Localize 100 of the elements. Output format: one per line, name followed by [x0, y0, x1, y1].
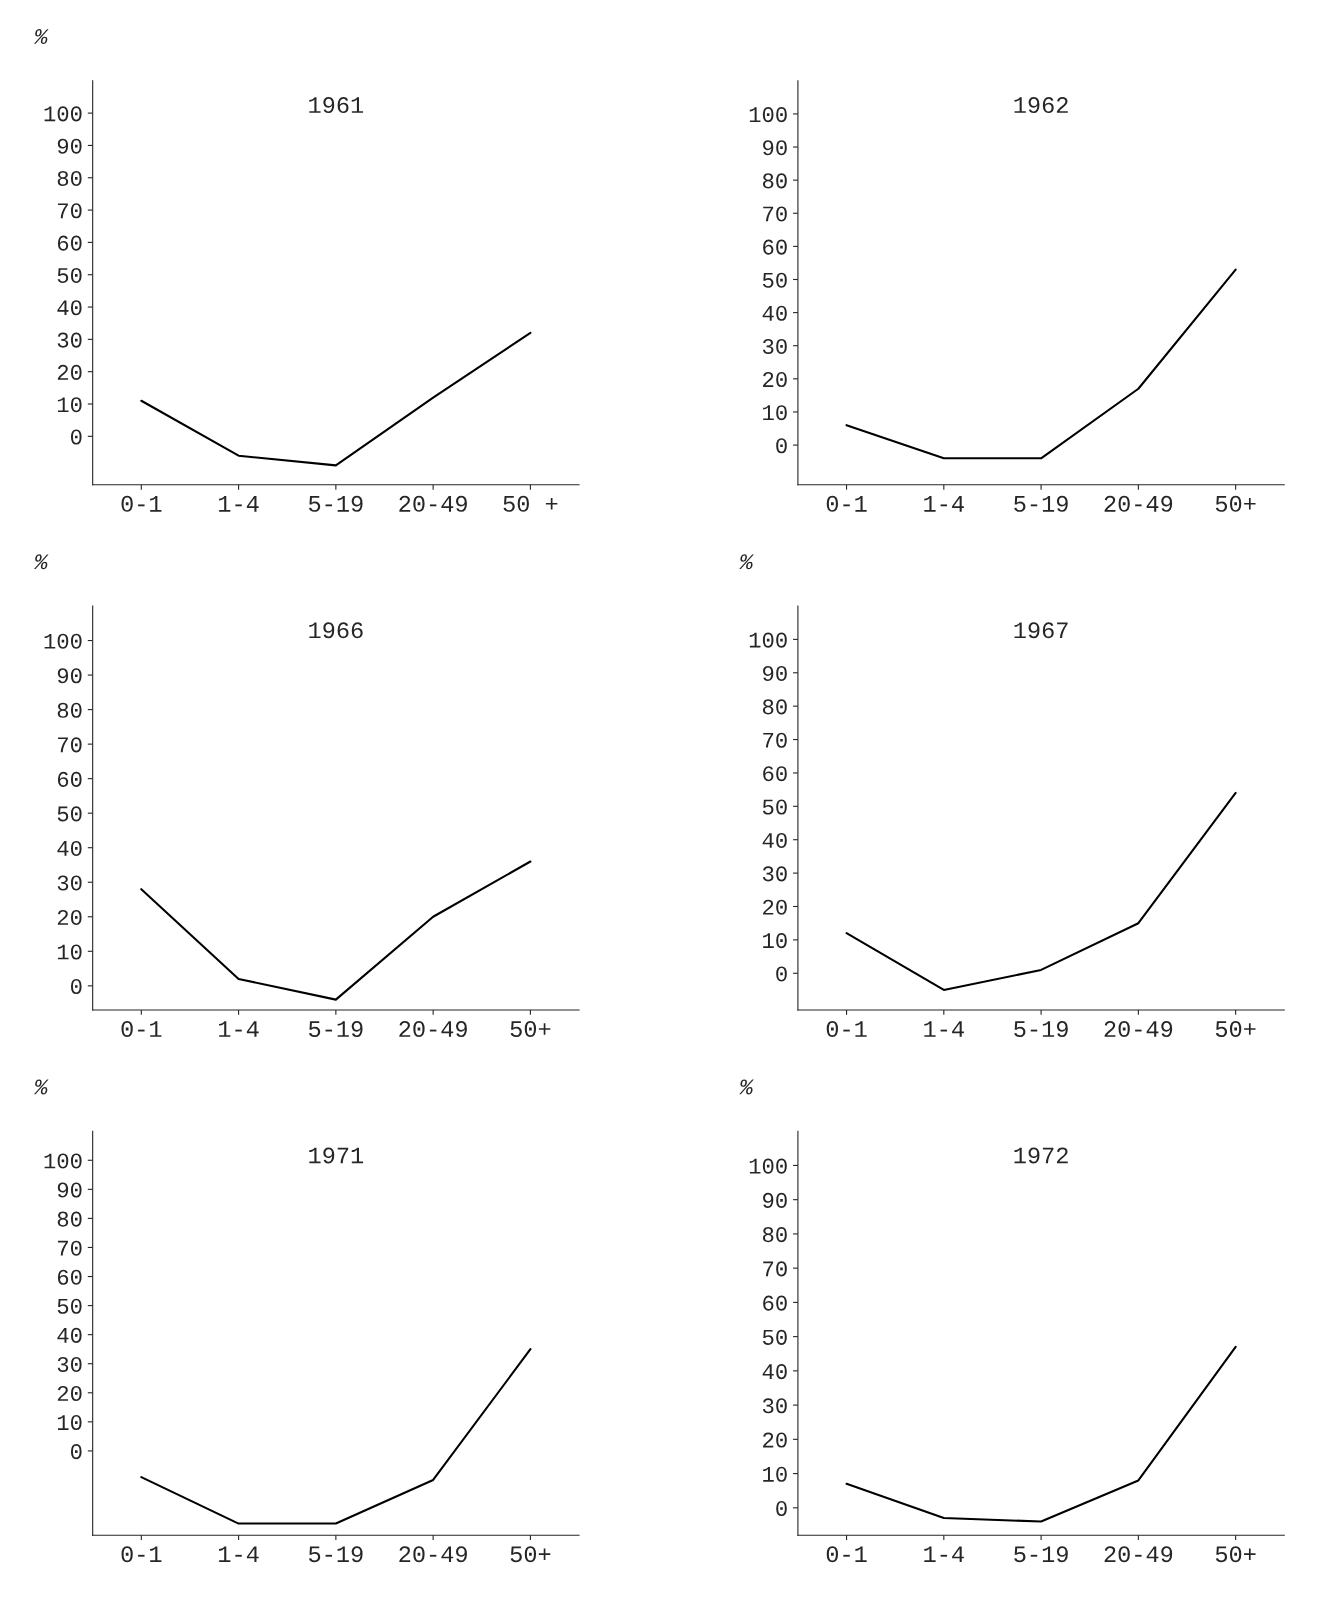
y-tick-label: 40 [57, 300, 82, 316]
y-tick-label: 90 [57, 138, 82, 154]
x-tick-label: 0-1 [826, 495, 867, 512]
x-tick-label: 0-1 [121, 1021, 162, 1038]
text: 1961 [309, 97, 364, 114]
x-tick-label: 5-19 [309, 495, 363, 512]
y-tick-label: 30 [762, 866, 787, 882]
y-tick-label: 10 [57, 944, 82, 960]
x-tick-label: 20-49 [399, 495, 467, 512]
y-tick-label: 50 [57, 1298, 82, 1314]
x-tick-label: 1-4 [219, 1021, 259, 1037]
y-tick-label: 90 [763, 140, 787, 156]
x-tick-label: 1-4 [219, 1546, 259, 1563]
y-axis-title: % [34, 29, 49, 44]
x-tick-label: 20-49 [399, 1546, 467, 1563]
y-tick-label: 30 [57, 875, 82, 891]
y-tick-label: 80 [762, 173, 787, 189]
y-tick-label: 20 [57, 909, 82, 926]
y-tick-label: 0 [776, 1501, 787, 1517]
x-tick-label: 0-1 [121, 495, 162, 512]
y-tick-label: 30 [762, 338, 787, 354]
x-tick-label: 1-4 [924, 1546, 964, 1563]
y-tick-label: 10 [57, 397, 82, 413]
y-tick-label: 100 [749, 632, 787, 648]
y-tick-label: 10 [763, 405, 787, 421]
y-tick-label: 90 [57, 668, 82, 684]
text: 1962 [1014, 97, 1068, 114]
y-tick-label: 90 [763, 1192, 787, 1208]
y-tick-label: 40 [57, 1327, 82, 1343]
y-tick-label: 80 [762, 1227, 787, 1243]
y-tick-label: 60 [57, 771, 82, 787]
x-tick-label: 50+ [1215, 1546, 1256, 1563]
x-tick-label: 5-19 [309, 1021, 363, 1038]
y-tick-label: 90 [57, 1182, 82, 1198]
y-tick-label: 60 [57, 1269, 82, 1285]
y-tick-label: 40 [762, 305, 787, 321]
y-tick-label: 20 [57, 364, 82, 380]
x-tick-label: 20-49 [1104, 1546, 1173, 1563]
line-series [140, 860, 532, 1001]
x-tick-label: 20-49 [1104, 1021, 1173, 1038]
y-tick-label: 20 [763, 372, 787, 388]
x-tick-label: 50+ [1215, 1021, 1256, 1038]
x-tick-label: 0-1 [121, 1546, 162, 1563]
y-tick-label: 30 [57, 1356, 82, 1372]
y-tick-label: 40 [762, 832, 787, 848]
y-tick-label: 80 [57, 170, 82, 187]
y-tick-label: 10 [57, 1415, 82, 1431]
y-tick-label: 60 [763, 766, 787, 782]
text: 1966 [309, 622, 363, 639]
line-series [845, 268, 1237, 460]
text: 1971 [309, 1147, 364, 1164]
x-tick-label: 50+ [510, 1546, 551, 1563]
y-tick-label: 10 [763, 1466, 787, 1482]
line-series [845, 791, 1237, 992]
y-axis-title: % [34, 1079, 49, 1095]
x-tick-label: 5-19 [1014, 1021, 1068, 1038]
x-tick-label: 1-4 [219, 496, 259, 512]
y-tick-label: 100 [44, 633, 82, 649]
y-tick-label: 50 [762, 272, 787, 288]
y-tick-label: 50 [762, 1329, 787, 1345]
y-tick-label: 50 [57, 806, 82, 822]
y-tick-label: 100 [44, 106, 82, 122]
y-tick-label: 70 [763, 206, 787, 222]
y-tick-label: 20 [763, 899, 787, 915]
y-tick-label: 40 [57, 840, 82, 856]
x-tick-label: 1-4 [924, 1021, 964, 1037]
y-tick-label: 100 [749, 1158, 787, 1174]
x-tick-label: 5-19 [1014, 495, 1068, 512]
text: 1972 [1014, 1147, 1068, 1164]
y-tick-label: 70 [58, 737, 82, 753]
x-tick-label: 50+ [510, 1021, 551, 1038]
y-tick-label: 0 [776, 438, 787, 454]
y-tick-label: 0 [70, 429, 82, 445]
y-tick-label: 70 [58, 1240, 82, 1256]
x-tick-label: 50+ [1215, 495, 1256, 512]
x-tick-label: 20-49 [1104, 495, 1173, 512]
y-axis-title: % [739, 1079, 754, 1095]
line-series [140, 1348, 532, 1525]
x-tick-label: 0-1 [826, 1546, 867, 1563]
y-tick-label: 90 [763, 665, 787, 682]
y-tick-label: 80 [762, 699, 787, 715]
y-tick-label: 70 [763, 1261, 787, 1277]
y-tick-label: 60 [763, 1295, 787, 1311]
y-tick-label: 70 [763, 732, 787, 748]
y-tick-label: 20 [57, 1385, 82, 1402]
y-axis-title: % [34, 554, 49, 570]
y-tick-label: 50 [762, 799, 787, 815]
text: 1967 [1014, 622, 1068, 639]
y-tick-label: 30 [762, 1398, 787, 1414]
y-tick-label: 70 [58, 203, 82, 219]
y-tick-label: 10 [763, 933, 787, 949]
y-tick-label: 0 [70, 979, 82, 995]
y-tick-label: 100 [44, 1153, 82, 1169]
y-tick-label: 80 [57, 1211, 82, 1227]
y-tick-label: 0 [70, 1444, 82, 1460]
y-tick-label: 50 [57, 267, 82, 283]
y-tick-label: 20 [763, 1432, 787, 1448]
x-tick-label: 5-19 [309, 1546, 363, 1563]
line-series [140, 331, 532, 467]
y-tick-label: 30 [57, 332, 82, 348]
